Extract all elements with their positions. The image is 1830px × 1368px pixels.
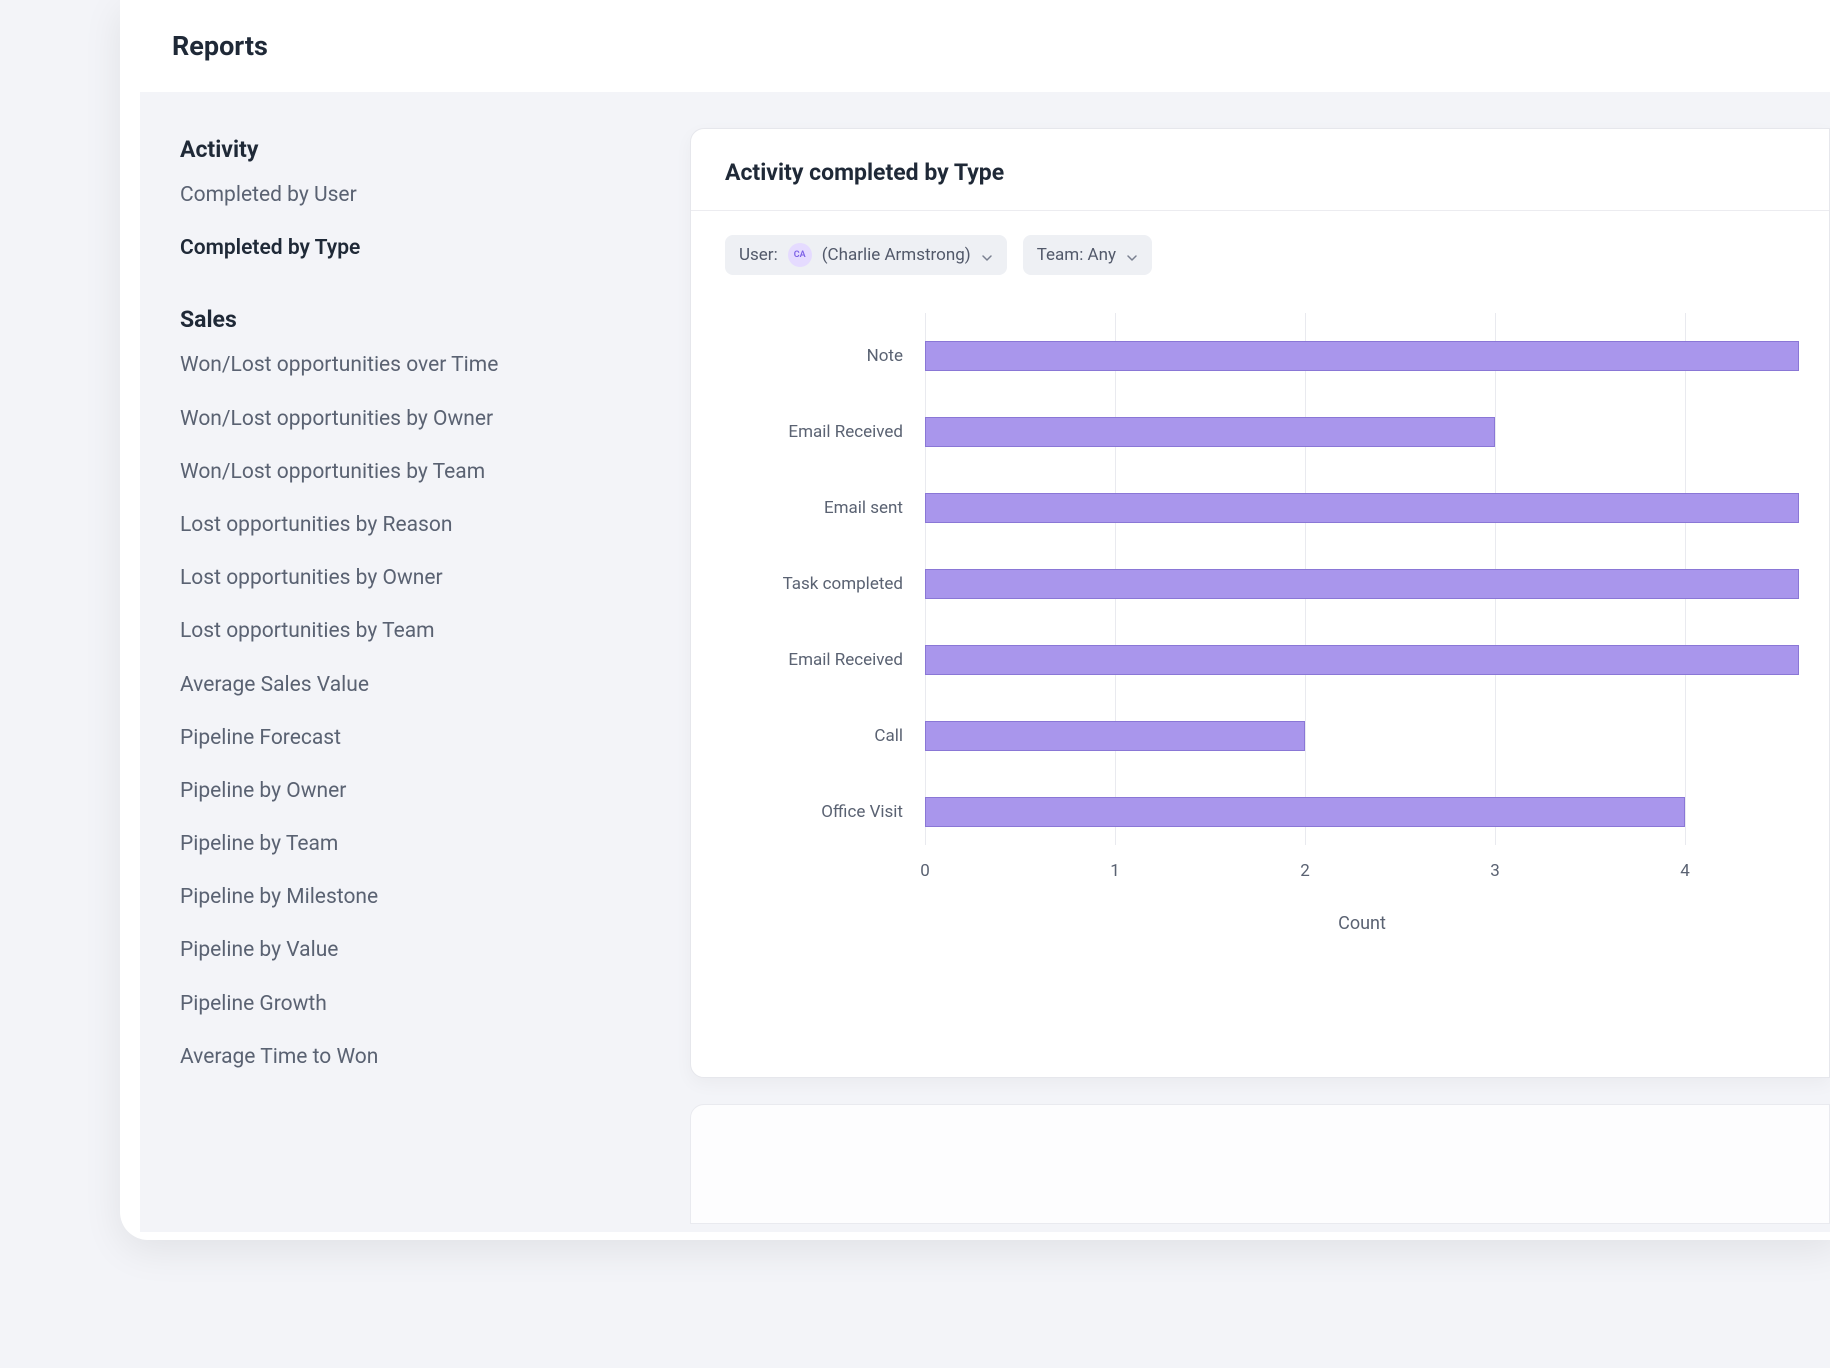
chevron-down-icon (1126, 249, 1138, 261)
chart-plot: 01234NoteEmail ReceivedEmail sentTask co… (925, 313, 1795, 873)
report-card: Activity completed by Type User: CA (Cha… (690, 128, 1830, 1078)
bar-label: Call (874, 726, 925, 746)
bar-label: Email Received (788, 650, 925, 670)
x-tick-label: 2 (1300, 861, 1310, 881)
filter-user-label: User: (739, 245, 778, 265)
avatar: CA (788, 243, 812, 267)
bar (925, 417, 1495, 447)
sidebar-item[interactable]: Won/Lost opportunities by Team (180, 460, 610, 485)
bar-row: Note (925, 337, 1799, 375)
sidebar-nav: Activity Completed by User Completed by Ty… (180, 136, 610, 1098)
report-card-next (690, 1104, 1830, 1224)
sidebar-item[interactable]: Lost opportunities by Reason (180, 513, 610, 538)
sidebar-item[interactable]: Pipeline by Milestone (180, 885, 610, 910)
sidebar-item[interactable]: Lost opportunities by Owner (180, 566, 610, 591)
sidebar-item[interactable]: Pipeline Growth (180, 992, 610, 1017)
bar (925, 797, 1685, 827)
x-axis-title: Count (1338, 913, 1386, 934)
bar-label: Email sent (824, 498, 925, 518)
sidebar-item[interactable]: Pipeline by Owner (180, 779, 610, 804)
bar-label: Office Visit (821, 802, 925, 822)
bar (925, 493, 1799, 523)
filter-user[interactable]: User: CA (Charlie Armstrong) (725, 235, 1007, 275)
bar-row: Email Received (925, 413, 1495, 451)
sidebar-item[interactable]: Pipeline by Team (180, 832, 610, 857)
bar-label: Task completed (783, 574, 925, 594)
bar (925, 721, 1305, 751)
bar-row: Email sent (925, 489, 1799, 527)
chart-area: 0 1 2 3 4 Note Email Received Email sent Task co… (691, 283, 1829, 943)
nav-section-title: Sales (180, 306, 610, 333)
x-tick-label: 3 (1490, 861, 1500, 881)
sidebar-item[interactable]: Completed by Type (180, 236, 610, 261)
x-tick-label: 4 (1680, 861, 1690, 881)
chevron-down-icon (981, 249, 993, 261)
sidebar-item[interactable]: Lost opportunities by Team (180, 619, 610, 644)
x-tick-label: 1 (1110, 861, 1120, 881)
page-title: Reports (172, 30, 268, 62)
bar (925, 569, 1799, 599)
sidebar-item[interactable]: Won/Lost opportunities over Time (180, 353, 610, 378)
card-title: Activity completed by Type (691, 129, 1829, 211)
bar-row: Office Visit (925, 793, 1685, 831)
sidebar-item[interactable]: Pipeline Forecast (180, 726, 610, 751)
sidebar-item[interactable]: Pipeline by Value (180, 938, 610, 963)
sidebar-item[interactable]: Average Time to Won (180, 1045, 610, 1070)
bar-row: Task completed (925, 565, 1799, 603)
filter-team[interactable]: Team: Any (1023, 235, 1152, 275)
bar (925, 645, 1799, 675)
bar-label: Email Received (788, 422, 925, 442)
filter-team-label: Team: Any (1037, 245, 1116, 265)
x-tick-label: 0 (920, 861, 930, 881)
sidebar-item[interactable]: Completed by User (180, 183, 610, 208)
bar (925, 341, 1799, 371)
filter-user-name: (Charlie Armstrong) (822, 245, 971, 265)
sidebar-item[interactable]: Average Sales Value (180, 673, 610, 698)
bar-label: Note (867, 346, 925, 366)
filter-row: User: CA (Charlie Armstrong) Team: Any (691, 211, 1829, 283)
bar-row: Email Received (925, 641, 1799, 679)
sidebar-item[interactable]: Won/Lost opportunities by Owner (180, 407, 610, 432)
bar-row: Call (925, 717, 1305, 755)
nav-section-title: Activity (180, 136, 610, 163)
